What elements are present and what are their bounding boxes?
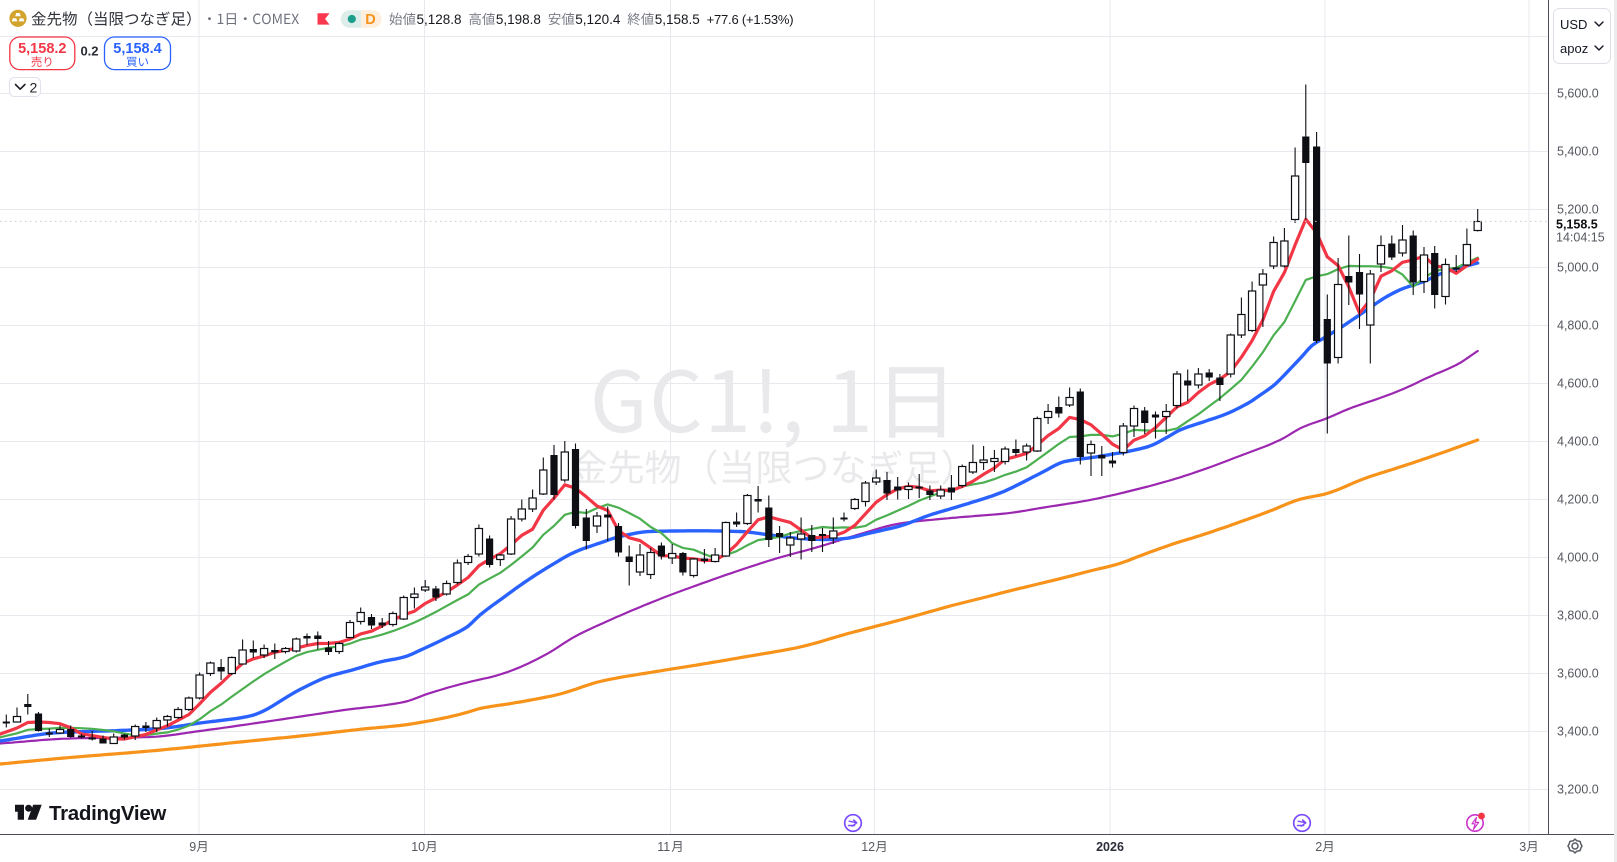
svg-text:3: 3: [1519, 840, 1526, 854]
svg-text:14:04:15: 14:04:15: [1556, 231, 1605, 245]
svg-text:3,400.0: 3,400.0: [1557, 725, 1599, 739]
svg-text:3,800.0: 3,800.0: [1557, 609, 1599, 623]
svg-text:10: 10: [411, 840, 425, 854]
svg-text:3,600.0: 3,600.0: [1557, 667, 1599, 681]
svg-text:2: 2: [1315, 840, 1322, 854]
svg-text:5,000.0: 5,000.0: [1557, 261, 1599, 275]
svg-text:0.2: 0.2: [80, 44, 98, 59]
svg-text:5,158.4: 5,158.4: [113, 41, 161, 57]
svg-text:4,000.0: 4,000.0: [1557, 551, 1599, 565]
svg-text:5,600.0: 5,600.0: [1557, 87, 1599, 101]
svg-text:12: 12: [861, 840, 875, 854]
svg-text:2026: 2026: [1096, 840, 1124, 854]
svg-text:5,128.8: 5,128.8: [417, 12, 462, 27]
svg-text:5,158.5: 5,158.5: [1556, 218, 1598, 232]
svg-text:5,158.5: 5,158.5: [655, 12, 700, 27]
svg-text:4,600.0: 4,600.0: [1557, 377, 1599, 391]
svg-text:4,800.0: 4,800.0: [1557, 319, 1599, 333]
svg-text:9: 9: [189, 840, 196, 854]
svg-text:5,158.2: 5,158.2: [18, 41, 66, 57]
svg-text:+77.6 (+1.53%): +77.6 (+1.53%): [707, 12, 794, 27]
svg-text:D: D: [365, 12, 375, 28]
svg-text:USD: USD: [1560, 17, 1587, 32]
svg-text:4,400.0: 4,400.0: [1557, 435, 1599, 449]
svg-text:2: 2: [30, 80, 38, 96]
svg-text:5,400.0: 5,400.0: [1557, 145, 1599, 159]
svg-text:5,120.4: 5,120.4: [575, 12, 621, 27]
svg-text:3,200.0: 3,200.0: [1557, 783, 1599, 797]
svg-text:5,198.8: 5,198.8: [496, 12, 541, 27]
svg-text:5,200.0: 5,200.0: [1557, 203, 1599, 217]
svg-text:4,200.0: 4,200.0: [1557, 493, 1599, 507]
svg-text:TradingView: TradingView: [49, 802, 166, 825]
svg-text:11: 11: [657, 840, 670, 854]
svg-text:apoz: apoz: [1560, 41, 1588, 56]
